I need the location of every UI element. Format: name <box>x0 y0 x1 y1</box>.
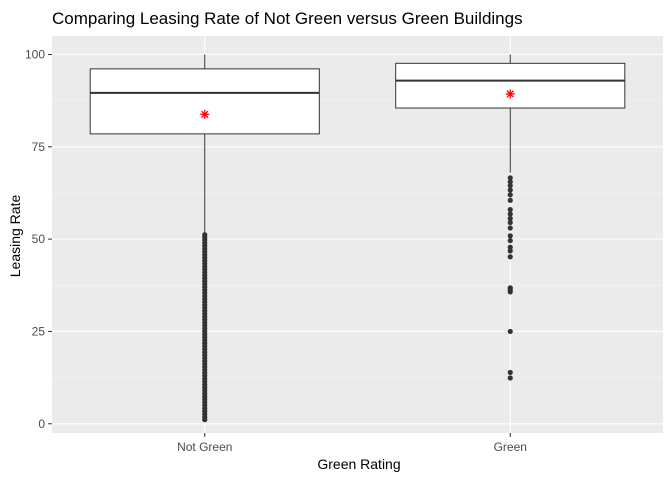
mean-marker <box>200 109 210 119</box>
outlier-point <box>202 417 208 423</box>
outlier-point <box>507 375 513 381</box>
outlier-point <box>507 206 513 213</box>
y-tick-label: 25 <box>32 324 46 338</box>
y-tick-label: 75 <box>32 140 46 154</box>
chart-title: Comparing Leasing Rate of Not Green vers… <box>52 9 523 28</box>
box-iqr <box>395 62 626 109</box>
x-tick-label: Green <box>494 440 527 454</box>
outlier-point <box>507 254 513 260</box>
x-tick-label: Not Green <box>177 440 232 454</box>
outlier-point <box>507 233 513 239</box>
outlier-point <box>507 215 513 222</box>
outlier-point <box>507 237 513 244</box>
outlier-point <box>507 187 513 193</box>
outlier-point <box>507 182 513 189</box>
outlier-point <box>507 175 513 181</box>
mean-marker-stroke <box>201 110 209 118</box>
x-axis-title: Green Rating <box>317 456 400 472</box>
boxplots <box>89 54 626 423</box>
outlier-point <box>507 179 513 185</box>
y-tick-label: 0 <box>38 417 45 431</box>
y-tick-label: 100 <box>25 47 45 61</box>
mean-marker <box>505 89 515 99</box>
outlier-point <box>507 244 513 250</box>
outlier-point <box>507 289 513 295</box>
outlier-point <box>507 197 513 203</box>
box-iqr <box>89 68 320 135</box>
outlier-point <box>507 225 513 231</box>
outlier-point <box>507 248 513 254</box>
y-tick-label: 50 <box>32 232 46 246</box>
outlier-point <box>507 211 513 217</box>
mean-marker-stroke <box>506 90 514 98</box>
outlier-point <box>507 328 513 335</box>
outlier-point <box>507 192 513 198</box>
axes: 0 25 50 75 100 Not Green Green <box>25 47 527 454</box>
outlier-point <box>507 219 513 226</box>
y-axis-title: Leasing Rate <box>7 195 23 278</box>
boxplot-green <box>395 54 626 381</box>
boxplot-not-green <box>89 54 320 423</box>
outlier-point <box>507 369 513 376</box>
